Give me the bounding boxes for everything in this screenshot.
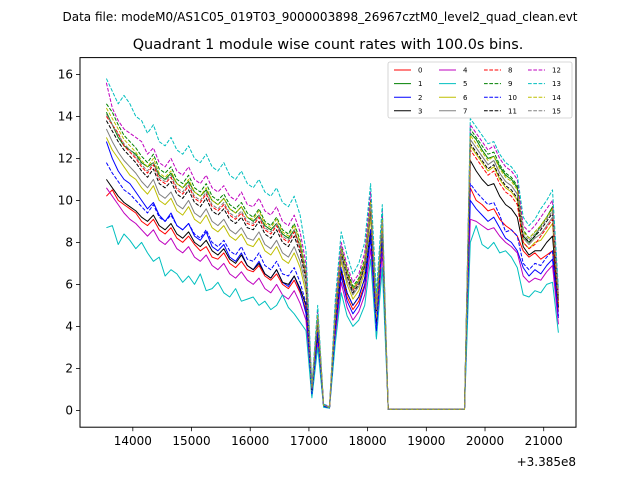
y-tick-label: 8 xyxy=(65,236,73,250)
x-tick-label: 15000 xyxy=(172,434,210,448)
series-line-12 xyxy=(105,82,559,410)
x-tick-label: 20000 xyxy=(466,434,504,448)
y-tick-label: 0 xyxy=(65,404,73,418)
legend-label-10: 10 xyxy=(508,94,517,102)
legend-label-3: 3 xyxy=(418,107,422,115)
legend-label-15: 15 xyxy=(552,107,561,115)
y-tick-label: 4 xyxy=(65,320,73,334)
legend-label-4: 4 xyxy=(463,67,468,75)
series-line-15 xyxy=(105,114,559,410)
series-line-8 xyxy=(105,116,559,410)
x-tick-label: 16000 xyxy=(231,434,269,448)
series-line-13 xyxy=(105,78,559,410)
series-line-6 xyxy=(105,137,559,410)
x-tick-label: 17000 xyxy=(290,434,328,448)
x-tick-label: 14000 xyxy=(114,434,152,448)
series-line-10 xyxy=(105,162,559,410)
series-line-14 xyxy=(105,107,559,410)
y-tick-label: 12 xyxy=(58,152,73,166)
legend-label-7: 7 xyxy=(463,107,467,115)
series-line-2 xyxy=(105,141,559,410)
y-tick-label: 10 xyxy=(58,194,73,208)
x-tick-label: 21000 xyxy=(525,434,563,448)
x-axis: 14000 15000 16000 17000 18000 19000 20000 21000 xyxy=(114,427,563,448)
axes-frame xyxy=(79,57,577,428)
x-tick-label: 18000 xyxy=(349,434,387,448)
plot-lines xyxy=(105,78,559,410)
series-line-11 xyxy=(105,120,559,410)
y-tick-label: 14 xyxy=(58,110,73,124)
series-line-7 xyxy=(105,128,559,410)
legend-label-11: 11 xyxy=(508,107,517,115)
legend-label-0: 0 xyxy=(418,67,422,75)
series-line-5 xyxy=(106,225,559,410)
legend-label-12: 12 xyxy=(552,67,561,75)
legend-label-5: 5 xyxy=(463,80,467,88)
legend-label-6: 6 xyxy=(463,94,468,102)
series-line-4 xyxy=(105,187,559,410)
y-tick-label: 6 xyxy=(65,278,73,292)
legend-label-13: 13 xyxy=(552,80,561,88)
chart-title: Quadrant 1 module wise count rates with … xyxy=(133,37,524,53)
legend-label-8: 8 xyxy=(508,67,512,75)
series-line-1 xyxy=(105,111,559,410)
y-axis: 0 2 4 6 8 10 12 14 16 xyxy=(58,68,80,418)
legend-label-1: 1 xyxy=(418,80,422,88)
legend-label-9: 9 xyxy=(508,80,512,88)
legend-frame xyxy=(387,61,573,119)
x-tick-label: 19000 xyxy=(407,434,445,448)
series-line-3 xyxy=(105,160,559,410)
series-line-9 xyxy=(105,103,559,410)
y-tick-label: 2 xyxy=(65,362,73,376)
series-line-0 xyxy=(106,187,559,410)
data-file-label: Data file: modeM0/AS1C05_019T03_90000038… xyxy=(62,10,577,24)
y-tick-label: 16 xyxy=(58,68,73,82)
legend-label-2: 2 xyxy=(418,94,422,102)
x-axis-offset-label: +3.385e8 xyxy=(517,455,576,469)
legend-label-14: 14 xyxy=(552,94,561,102)
